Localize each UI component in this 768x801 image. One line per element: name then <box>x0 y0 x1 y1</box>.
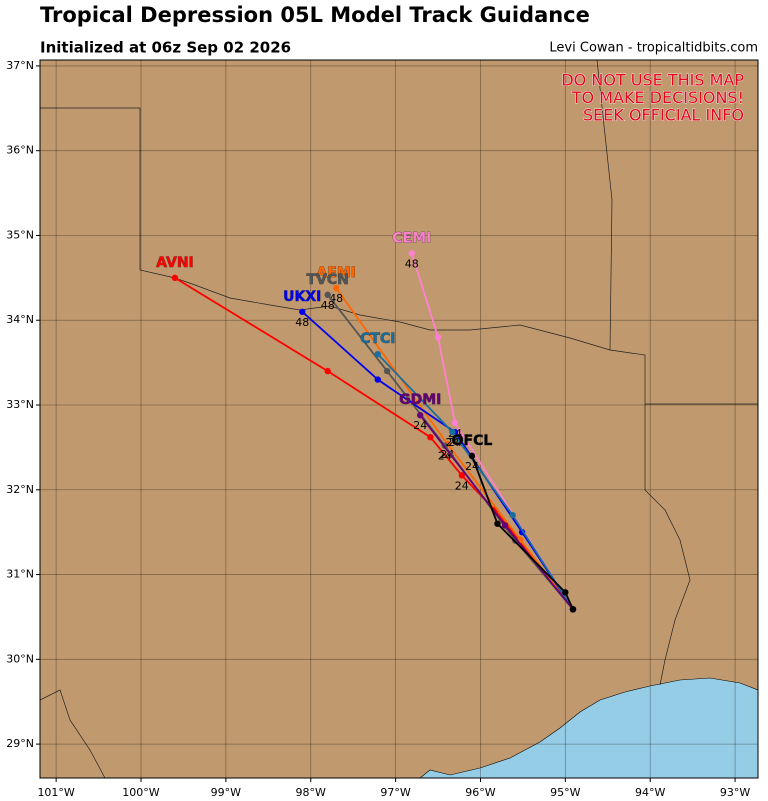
y-tick-label: 33°N <box>6 398 34 411</box>
track-point <box>468 452 476 460</box>
track-name: TVCN <box>307 272 349 288</box>
track-point <box>427 434 434 441</box>
x-tick-label: 93°W <box>720 786 750 799</box>
track-point <box>299 308 306 315</box>
point-label: 24 <box>413 419 427 432</box>
track-point <box>509 512 516 519</box>
track-point <box>458 472 466 479</box>
land <box>40 60 758 778</box>
track-name: OFCL <box>452 433 493 449</box>
track-point <box>374 350 381 358</box>
track-line <box>471 455 574 610</box>
x-tick-label: 94°W <box>635 786 665 799</box>
track-point <box>451 419 459 427</box>
warning-text: DO NOT USE THIS MAP <box>561 71 744 90</box>
track-point <box>417 411 424 419</box>
track-name: CTCI <box>360 331 395 347</box>
point-label: 24 <box>440 448 454 461</box>
warning-text: SEEK OFFICIAL INFO <box>583 106 744 125</box>
track-point <box>449 428 456 436</box>
track-name: AEMI <box>316 265 356 281</box>
track-line <box>377 353 574 610</box>
track-point <box>408 250 415 257</box>
track-point <box>324 291 331 299</box>
credit: Levi Cowan - tropicaltidbits.com <box>549 41 758 56</box>
track-name: GDMI <box>399 392 441 408</box>
x-tick-label: 98°W <box>296 786 326 799</box>
track-point <box>494 520 501 527</box>
point-label: 48 <box>295 316 309 329</box>
track-name: CEMI <box>392 230 431 246</box>
track-point <box>332 284 340 292</box>
y-tick-label: 31°N <box>6 568 34 581</box>
track-point <box>562 589 569 596</box>
point-label: 24 <box>455 479 469 492</box>
plot-frame <box>39 59 759 779</box>
y-tick-label: 34°N <box>6 313 34 326</box>
track-point <box>434 333 442 341</box>
chart-subtitle: Initialized at 06z Sep 02 2026 <box>40 39 291 57</box>
point-label: 48 <box>405 257 419 270</box>
x-tick-label: 96°W <box>465 786 495 799</box>
gulf <box>419 677 758 778</box>
y-tick-label: 35°N <box>6 228 34 241</box>
track-point <box>501 522 509 529</box>
x-tick-label: 95°W <box>550 786 580 799</box>
chart-title: Tropical Depression 05L Model Track Guid… <box>40 3 590 27</box>
basemap <box>40 60 758 778</box>
x-tick-label: 101°W <box>37 786 74 799</box>
point-label: 24 <box>438 450 452 463</box>
track-point <box>383 367 391 375</box>
borders <box>40 60 758 778</box>
point-label: 24 <box>465 460 479 473</box>
point-label: 48 <box>321 299 335 312</box>
track-point <box>171 274 179 282</box>
track-name: UKXI <box>283 289 321 305</box>
y-tick-label: 30°N <box>6 652 34 665</box>
x-tick-label: 100°W <box>122 786 159 799</box>
y-tick-label: 29°N <box>6 737 34 750</box>
track-point <box>374 376 381 383</box>
warning-text: TO MAKE DECISIONS! <box>571 88 744 107</box>
y-tick-label: 36°N <box>6 144 34 157</box>
point-label: 24 <box>445 436 459 449</box>
y-tick-label: 32°N <box>6 483 34 496</box>
x-tick-label: 99°W <box>211 786 241 799</box>
track-name: AVNI <box>156 255 194 271</box>
y-tick-label: 37°N <box>6 59 34 72</box>
track-point <box>324 367 331 375</box>
track-point <box>569 606 577 613</box>
x-tick-label: 97°W <box>380 786 410 799</box>
